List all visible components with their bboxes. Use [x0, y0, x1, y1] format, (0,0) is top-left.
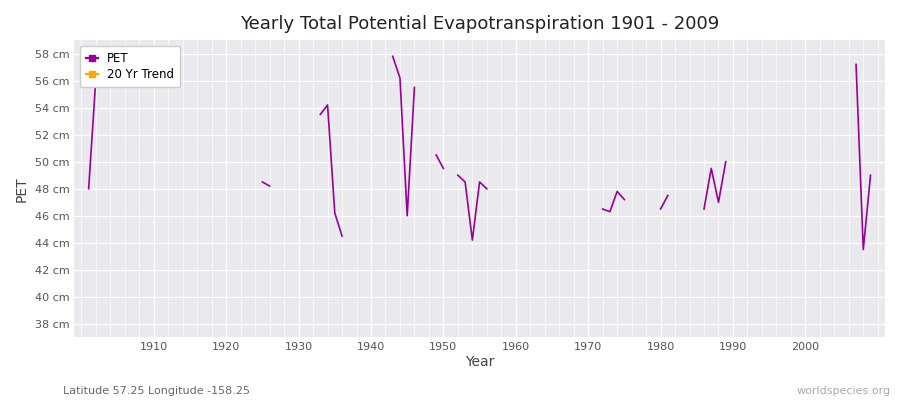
Y-axis label: PET: PET: [15, 176, 29, 202]
X-axis label: Year: Year: [465, 355, 494, 369]
Title: Yearly Total Potential Evapotranspiration 1901 - 2009: Yearly Total Potential Evapotranspiratio…: [240, 15, 719, 33]
Text: worldspecies.org: worldspecies.org: [796, 386, 891, 396]
Text: Latitude 57.25 Longitude -158.25: Latitude 57.25 Longitude -158.25: [63, 386, 250, 396]
Legend: PET, 20 Yr Trend: PET, 20 Yr Trend: [80, 46, 180, 87]
